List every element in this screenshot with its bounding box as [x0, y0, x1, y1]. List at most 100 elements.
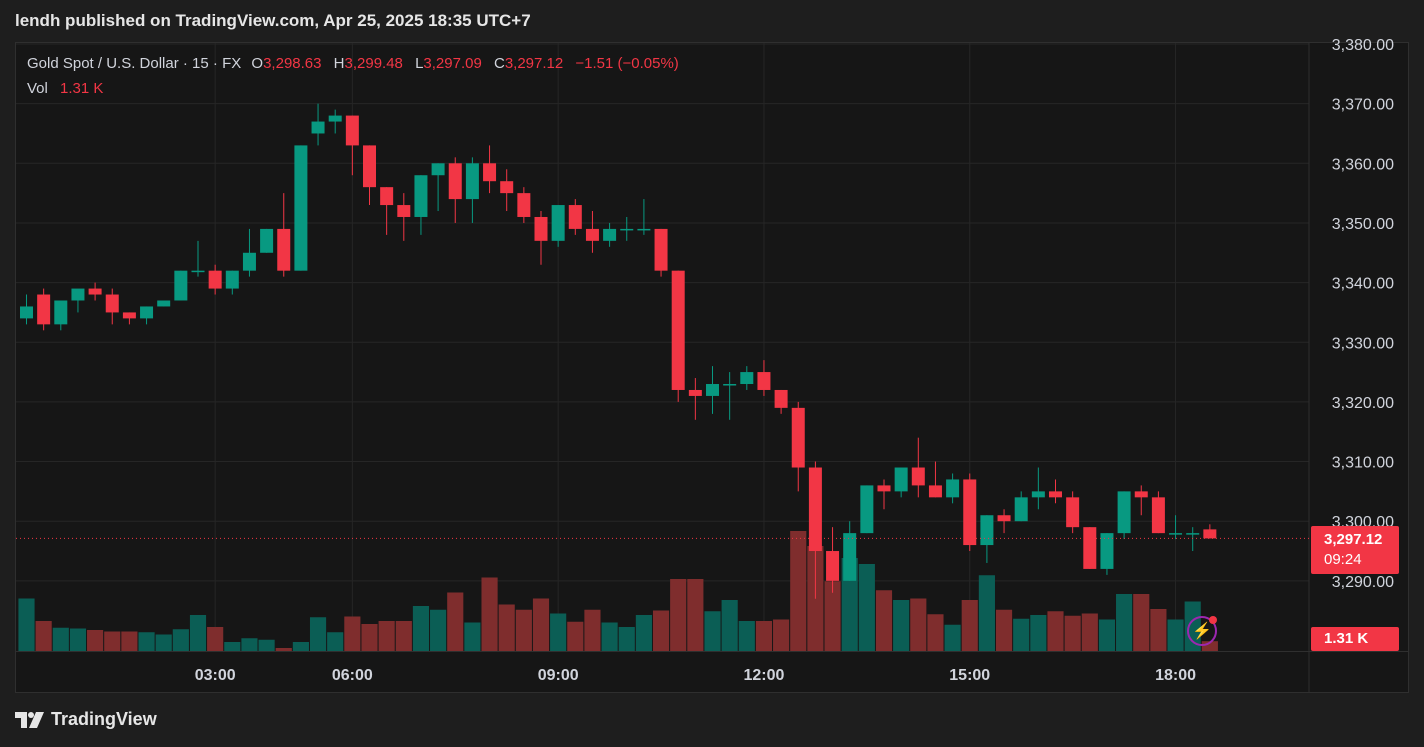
candle-body [963, 479, 977, 546]
candle-body [174, 270, 188, 301]
candle-body [620, 228, 634, 231]
chart-legend: Gold Spot / U.S. Dollar · 15 · FX O3,298… [27, 54, 679, 104]
candle-body [54, 300, 68, 325]
candle-body [774, 389, 788, 408]
volume-bar [1201, 641, 1218, 651]
x-tick-label: 18:00 [1155, 667, 1196, 684]
candle-body [757, 372, 771, 390]
candle-body [71, 288, 85, 301]
symbol-label[interactable]: Gold Spot / U.S. Dollar · 15 · FX [27, 55, 242, 72]
candle-body [894, 467, 908, 492]
candle-body [431, 163, 445, 176]
volume-bar [1030, 615, 1047, 651]
candle-body [414, 175, 428, 217]
volume-bar [584, 609, 601, 651]
change-value: −1.51 (−0.05%) [575, 55, 679, 72]
candle-body [568, 205, 582, 229]
volume-bar [910, 598, 927, 651]
y-tick-label: 3,380.00 [1332, 37, 1394, 54]
candle-body [277, 228, 291, 271]
volume-bar [292, 642, 309, 651]
open-label: O [251, 55, 264, 72]
volume-bar [498, 604, 515, 651]
last-price-value: 3,297.12 [1324, 531, 1383, 548]
candle-body [363, 145, 376, 188]
candle-body [1031, 491, 1045, 498]
volume-bar [738, 621, 755, 651]
x-tick-label: 12:00 [743, 667, 784, 684]
volume-bar [121, 631, 138, 651]
volume-bar [1116, 594, 1133, 651]
high-value: 3,299.48 [344, 55, 403, 72]
y-tick-label: 3,370.00 [1332, 97, 1394, 114]
candle-body [225, 270, 239, 289]
volume-bar [687, 579, 704, 651]
last-price-tag: 3,297.12 09:24 [1311, 526, 1399, 574]
volume-bar [464, 622, 481, 651]
x-axis-ticks: 03:00 06:00 09:00 12:00 15:00 18:00 [195, 667, 1196, 684]
volume-bar [1047, 611, 1064, 651]
volume-bar [207, 627, 224, 651]
y-tick-label: 3,340.00 [1332, 276, 1394, 293]
candle-body [157, 300, 171, 307]
volume-bar [1081, 613, 1098, 651]
volume-bar [841, 558, 858, 651]
candle-body [242, 252, 256, 271]
volume-bar [1167, 619, 1184, 651]
volume-bars [18, 531, 1218, 651]
volume-bar [189, 615, 207, 651]
volume-bar [1098, 619, 1116, 651]
volume-bar [755, 621, 773, 651]
candle-body [585, 228, 599, 241]
volume-bar [241, 638, 258, 651]
candles [20, 103, 1217, 599]
volume-bar [258, 639, 275, 651]
volume-bar [978, 575, 995, 651]
candle-body [534, 216, 548, 241]
candle-body [551, 205, 565, 241]
low-label: L [415, 55, 424, 72]
volume-bar [447, 592, 464, 651]
candle-body [500, 181, 514, 194]
volume-bar [858, 564, 875, 651]
volume-bar [1013, 618, 1030, 651]
candle-body [328, 115, 342, 122]
candle-body [345, 115, 359, 146]
candle-body [140, 306, 154, 319]
candle-body [483, 163, 497, 182]
candle-body [671, 270, 685, 390]
candle-body [1134, 491, 1148, 498]
y-axis-ticks: 3,380.00 3,370.00 3,360.00 3,350.00 3,340.00… [1332, 37, 1394, 591]
candle-body [122, 312, 136, 319]
volume-bar [532, 598, 550, 651]
volume-bar [824, 581, 841, 651]
x-tick-label: 09:00 [538, 667, 579, 684]
volume-bar [1150, 609, 1167, 651]
candle-body [723, 384, 737, 386]
volume-bar [995, 609, 1013, 651]
footer-brand[interactable]: TradingView [15, 709, 157, 730]
volume-bar [601, 622, 618, 651]
x-tick-label: 15:00 [949, 667, 990, 684]
volume-bar [224, 642, 241, 651]
candle-body [191, 270, 205, 273]
candle-body [706, 384, 719, 396]
lightning-icon[interactable]: ⚡ [1187, 616, 1217, 646]
candle-body [311, 121, 325, 134]
volume-bar [635, 615, 652, 651]
volume-bar [35, 621, 52, 651]
volume-bar [344, 616, 361, 651]
y-tick-label: 3,290.00 [1332, 574, 1394, 591]
volume-bar [1133, 594, 1150, 651]
candle-body [260, 228, 274, 253]
candle-body [826, 551, 840, 581]
volume-bar [790, 531, 807, 651]
y-tick-label: 3,320.00 [1332, 395, 1394, 412]
volume-bar [275, 648, 292, 651]
volume-bar [361, 624, 378, 651]
volume-value: 1.31 K [60, 80, 104, 97]
volume-bar [670, 579, 687, 651]
volume-bar [567, 621, 584, 651]
candle-body [877, 485, 891, 492]
